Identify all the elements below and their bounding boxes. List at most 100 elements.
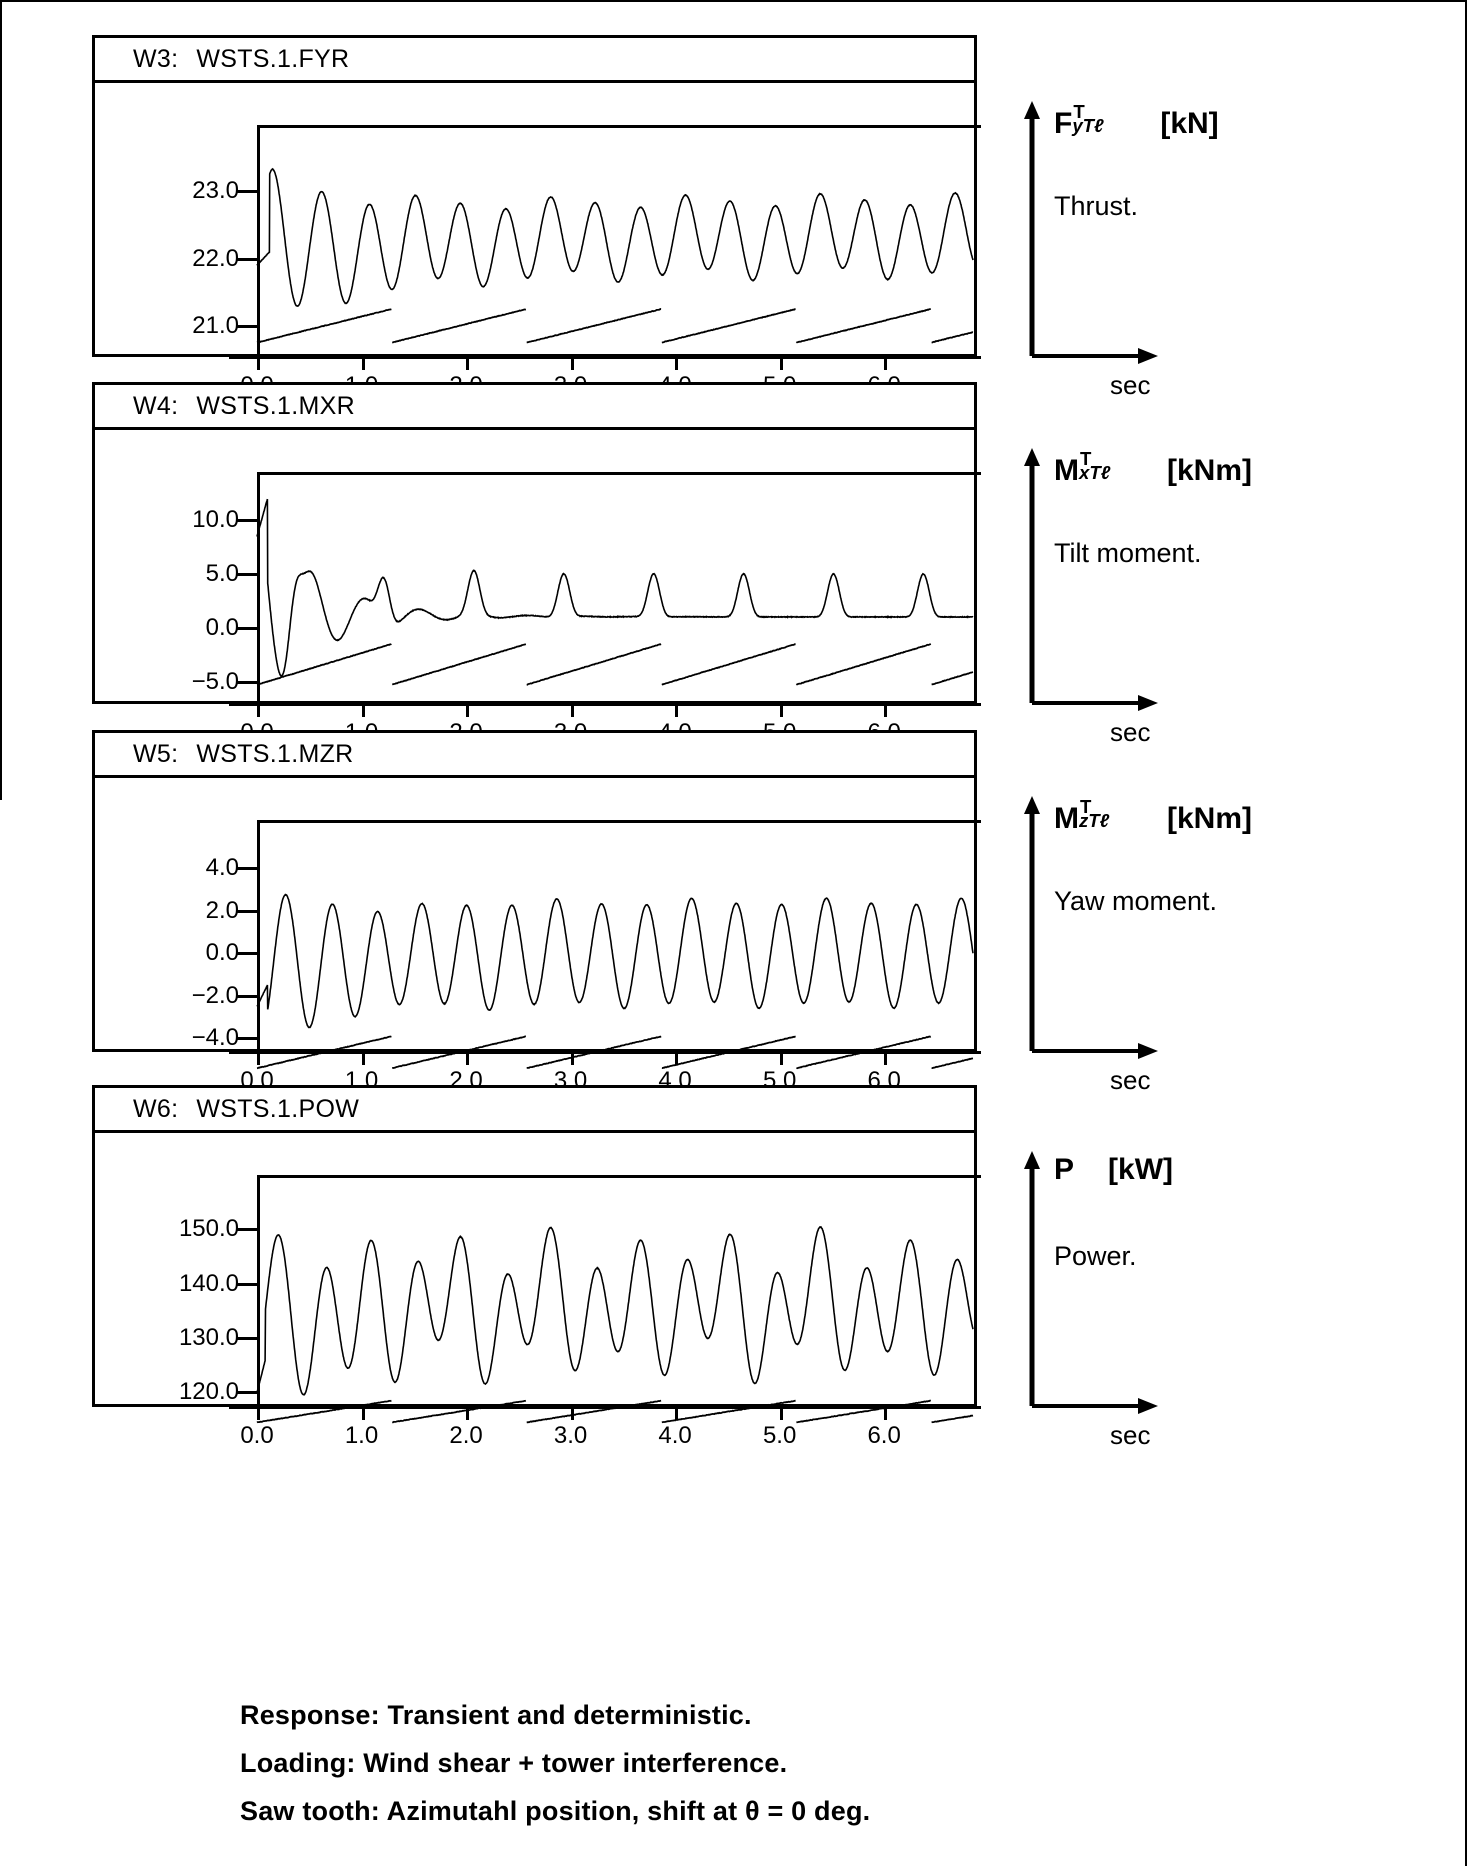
y-axis-labels-w5: 4.0 2.0 0.0 −2.0 −4.0 (95, 778, 245, 1052)
x-axis-unit-w5: sec (1110, 1065, 1151, 1095)
y-tick-label: 23.0 (192, 177, 239, 205)
x-tick-mark (361, 356, 365, 370)
y-tick-mark (237, 626, 259, 630)
panel-id-label: W6: (133, 1095, 179, 1123)
x-tick-mark (884, 1051, 888, 1065)
caption-line-3: Saw tooth: Azimutahl position, shift at … (240, 1796, 871, 1826)
x-tick-mark (675, 356, 679, 370)
y-tick-label: 0.0 (205, 939, 239, 967)
y-tick-label: 10.0 (192, 506, 239, 534)
panel-id-label: W4: (133, 392, 179, 420)
plot-frame-top (257, 472, 981, 475)
plot-frame-top (257, 820, 981, 823)
x-tick-mark (570, 356, 574, 370)
panel-signal-code: WSTS.1.MZR (196, 740, 354, 768)
x-tick-mark (257, 1051, 260, 1065)
panel-signal-code: WSTS.1.POW (196, 1095, 360, 1123)
symbol-superscript: T (1080, 796, 1092, 817)
sawtooth-azimuth-trace (256, 643, 974, 686)
x-tick-label: 1.0 (344, 1422, 379, 1449)
symbol-subscript: zTℓ (1079, 810, 1110, 831)
x-tick-label: 2.0 (449, 1422, 483, 1449)
symbol-base: F (1054, 107, 1073, 140)
x-tick-mark (570, 703, 574, 717)
symbol-base: M (1054, 454, 1079, 487)
y-tick-label: 130.0 (178, 1324, 239, 1351)
x-axis-line (229, 703, 981, 706)
axis-arrows (1024, 1151, 1158, 1414)
x-axis-line (229, 1051, 981, 1054)
y-tick-label: 120.0 (178, 1378, 239, 1406)
x-tick-mark (361, 1051, 365, 1065)
symbol-superscript: T (1080, 448, 1092, 469)
x-tick-mark (361, 703, 365, 717)
plot-frame-left (257, 125, 260, 356)
quantity-unit: [kNm] (1167, 802, 1253, 835)
x-tick-mark (466, 1051, 470, 1065)
y-tick-label: 0.0 (205, 613, 239, 641)
y-tick-mark (237, 1037, 259, 1041)
quantity-symbol-w6: P [kW] (1054, 1153, 1173, 1187)
y-tick-mark (237, 1337, 259, 1340)
axis-arrows (1024, 448, 1158, 711)
response-trace (256, 498, 974, 678)
y-axis-labels-w6: 150.0 140.0 130.0 120.0 (95, 1133, 245, 1407)
y-tick-label: −4.0 (191, 1024, 239, 1052)
sawtooth-azimuth-trace (256, 1035, 974, 1070)
quantity-description-w6: Power. (1054, 1241, 1137, 1271)
quantity-unit: [kN] (1160, 107, 1219, 140)
page-border-top (0, 0, 1467, 2)
x-tick-mark (570, 1406, 574, 1420)
x-tick-mark (675, 1406, 679, 1420)
y-tick-label: 22.0 (192, 244, 239, 272)
y-tick-mark (237, 1228, 259, 1232)
x-tick-mark (884, 356, 888, 370)
y-tick-label: 4.0 (205, 853, 239, 881)
plot-frame-left (257, 820, 260, 1051)
x-tick-mark (779, 356, 783, 370)
y-tick-mark (237, 1282, 259, 1286)
y-tick-label: 5.0 (205, 560, 239, 587)
caption-line-1: Response: Transient and deterministic. (240, 1700, 752, 1730)
x-tick-mark (361, 1406, 365, 1420)
x-tick-mark (257, 1406, 260, 1420)
panel-signal-code: WSTS.1.FYR (196, 45, 350, 73)
quantity-description-w3: Thrust. (1054, 191, 1139, 221)
signal-traces-w3 (256, 167, 974, 344)
panel-id-label: W3: (133, 45, 179, 73)
symbol-base: P (1054, 1153, 1075, 1186)
x-tick-label: 4.0 (658, 1422, 692, 1449)
quantity-unit: [kNm] (1167, 454, 1253, 487)
symbol-subscript: xTℓ (1079, 462, 1111, 483)
y-tick-mark (237, 190, 259, 194)
chart-panel-w4: W4:WSTS.1.MXR10.05.00.0−5.00.01.02.03.04… (92, 382, 981, 746)
panel-signal-code: WSTS.1.MXR (196, 392, 355, 420)
y-tick-label: −2.0 (191, 981, 239, 1009)
signal-traces-w4 (256, 498, 974, 686)
y-tick-mark (237, 519, 259, 523)
y-tick-mark (237, 257, 259, 261)
response-trace (256, 1225, 974, 1396)
signal-traces-w6 (256, 1225, 974, 1424)
signal-traces-w5 (256, 893, 974, 1070)
plot-area-w5: 4.0 2.0 0.0 −2.0 −4.0 0.0 1.0 2.0 3.0 4.0 5.0 6.0 (95, 778, 981, 1094)
x-tick-label: 6.0 (867, 1422, 901, 1449)
y-tick-mark (237, 994, 259, 998)
axis-annotation-w6: P [kW] Power. sec (1010, 1133, 1440, 1450)
quantity-description-w5: Yaw moment. (1054, 886, 1218, 916)
x-axis-line (229, 356, 981, 359)
y-tick-label: 140.0 (178, 1269, 239, 1297)
plot-frame-top (257, 125, 981, 128)
x-tick-mark (466, 356, 470, 370)
x-tick-mark (675, 1051, 679, 1065)
panel-title-w3: W3: WSTS.1.FYR (95, 38, 974, 83)
x-axis-unit-w4: sec (1110, 717, 1151, 747)
x-axis-unit-w6: sec (1110, 1420, 1151, 1450)
axis-arrows (1024, 796, 1158, 1059)
chart-panel-w6: W6: WSTS.1.POW 150.0 140.0 130.0 120.0 0.0 1.0 2… (92, 1085, 981, 1449)
